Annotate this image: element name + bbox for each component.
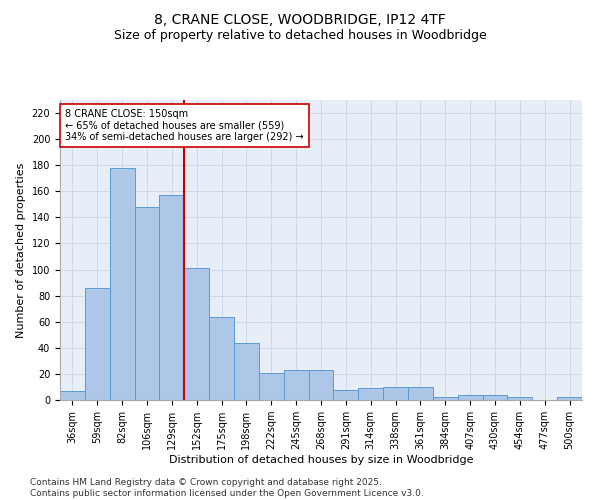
Bar <box>284 370 308 400</box>
X-axis label: Distribution of detached houses by size in Woodbridge: Distribution of detached houses by size … <box>169 455 473 465</box>
Bar <box>383 387 408 400</box>
Bar <box>234 342 259 400</box>
Bar <box>358 388 383 400</box>
Bar <box>60 391 85 400</box>
Bar <box>508 398 532 400</box>
Bar <box>85 288 110 400</box>
Bar <box>458 395 482 400</box>
Y-axis label: Number of detached properties: Number of detached properties <box>16 162 26 338</box>
Text: 8 CRANE CLOSE: 150sqm
← 65% of detached houses are smaller (559)
34% of semi-det: 8 CRANE CLOSE: 150sqm ← 65% of detached … <box>65 109 304 142</box>
Text: Contains HM Land Registry data © Crown copyright and database right 2025.
Contai: Contains HM Land Registry data © Crown c… <box>30 478 424 498</box>
Text: 8, CRANE CLOSE, WOODBRIDGE, IP12 4TF: 8, CRANE CLOSE, WOODBRIDGE, IP12 4TF <box>154 14 446 28</box>
Bar <box>134 207 160 400</box>
Bar <box>184 268 209 400</box>
Bar <box>110 168 134 400</box>
Bar <box>482 395 508 400</box>
Bar <box>259 372 284 400</box>
Bar <box>308 370 334 400</box>
Bar <box>334 390 358 400</box>
Bar <box>209 316 234 400</box>
Bar <box>433 398 458 400</box>
Text: Size of property relative to detached houses in Woodbridge: Size of property relative to detached ho… <box>113 30 487 43</box>
Bar <box>408 387 433 400</box>
Bar <box>557 398 582 400</box>
Bar <box>160 195 184 400</box>
